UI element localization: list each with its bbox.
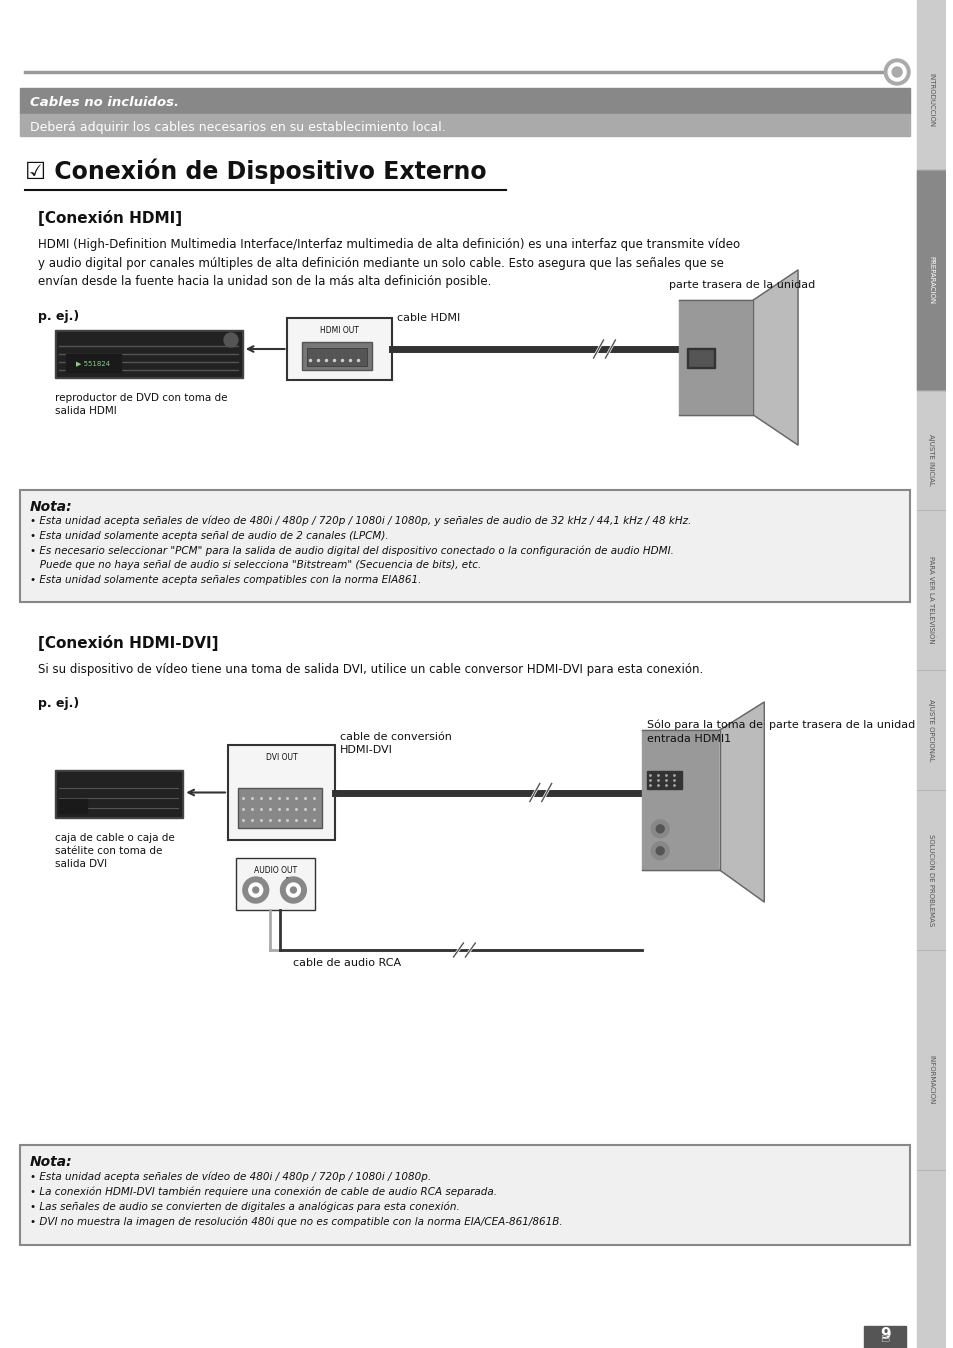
Bar (647, 771, 681, 789)
Bar (863, 1326, 905, 1348)
Text: Cables no incluidos.: Cables no incluidos. (30, 97, 178, 109)
Text: INTRODUCCIÓN: INTRODUCCIÓN (927, 73, 934, 127)
Bar (916, 0, 944, 1348)
Text: Nota:: Nota: (30, 1155, 72, 1169)
Circle shape (883, 59, 909, 85)
Bar (20, 491, 909, 603)
Bar (54, 770, 183, 818)
Text: PREPARACIÓN: PREPARACIÓN (927, 256, 934, 305)
Text: AJUSTE OPCIONAL: AJUSTE OPCIONAL (927, 698, 933, 762)
Circle shape (224, 333, 237, 346)
Circle shape (249, 883, 262, 896)
Text: [Conexión HDMI]: [Conexión HDMI] (37, 210, 182, 226)
Bar (56, 332, 241, 376)
Bar (20, 1144, 909, 1246)
Text: p. ej.): p. ej.) (37, 697, 79, 710)
Text: HDMI OUT: HDMI OUT (320, 326, 358, 336)
Text: cable de audio RCA: cable de audio RCA (293, 958, 400, 968)
Text: p. ej.): p. ej.) (37, 310, 79, 324)
Text: Si su dispositivo de vídeo tiene una toma de salida DVI, utilice un cable conver: Si su dispositivo de vídeo tiene una tom… (37, 663, 702, 675)
Bar (235, 857, 314, 910)
Polygon shape (719, 702, 763, 902)
Bar (916, 170, 944, 390)
Text: ☑ Conexión de Dispositivo Externo: ☑ Conexión de Dispositivo Externo (25, 158, 486, 183)
Circle shape (887, 63, 905, 81)
Text: caja de cable o caja de
satélite con toma de
salida DVI: caja de cable o caja de satélite con tom… (54, 833, 174, 869)
Text: [Conexión HDMI-DVI]: [Conexión HDMI-DVI] (37, 635, 218, 651)
Text: DVI OUT: DVI OUT (266, 754, 297, 762)
Text: • Esta unidad acepta señales de vídeo de 480i / 480p / 720p / 1080i / 1080p.
• L: • Esta unidad acepta señales de vídeo de… (30, 1171, 561, 1227)
Text: reproductor de DVD con toma de
salida HDMI: reproductor de DVD con toma de salida HD… (54, 394, 227, 417)
Text: HDMI (High-Definition Multimedia Interface/Interfaz multimedia de alta definició: HDMI (High-Definition Multimedia Interfa… (37, 239, 739, 288)
Text: Nota:: Nota: (30, 500, 72, 514)
Circle shape (656, 825, 663, 833)
Polygon shape (679, 301, 753, 415)
Text: AUDIO OUT
L         R: AUDIO OUT L R (253, 865, 296, 886)
Circle shape (656, 847, 663, 855)
Circle shape (891, 67, 902, 77)
Text: • Esta unidad acepta señales de vídeo de 480i / 480p / 720p / 1080i / 1080p, y s: • Esta unidad acepta señales de vídeo de… (30, 516, 690, 585)
Text: INFORMACIÓN: INFORMACIÓN (927, 1055, 934, 1105)
Polygon shape (753, 270, 797, 445)
Bar (307, 348, 366, 367)
Text: Deberá adquirir los cables necesarios en su establecimiento local.: Deberá adquirir los cables necesarios en… (30, 120, 445, 133)
Circle shape (243, 878, 269, 903)
Bar (228, 745, 335, 840)
Text: ▶ 551824: ▶ 551824 (76, 360, 111, 367)
Polygon shape (641, 731, 719, 869)
Bar (59, 799, 87, 813)
Text: parte trasera de la unidad: parte trasera de la unidad (668, 280, 815, 290)
Text: AJUSTE INICIAL: AJUSTE INICIAL (927, 434, 933, 485)
Bar (688, 349, 712, 365)
Circle shape (253, 887, 258, 892)
Circle shape (651, 820, 668, 838)
Circle shape (290, 887, 296, 892)
Bar (56, 772, 181, 816)
Text: parte trasera de la unidad: parte trasera de la unidad (768, 720, 915, 731)
Bar (686, 348, 714, 368)
Bar (20, 115, 909, 136)
Text: cable HDMI: cable HDMI (396, 313, 459, 324)
Bar (20, 88, 909, 115)
Text: Sólo para la toma de
entrada HDMI1: Sólo para la toma de entrada HDMI1 (647, 720, 762, 744)
Text: ES: ES (879, 1335, 889, 1344)
Circle shape (286, 883, 300, 896)
Circle shape (651, 841, 668, 860)
Bar (54, 330, 243, 377)
Bar (287, 318, 391, 380)
Bar (302, 342, 372, 369)
Text: cable de conversión
HDMI-DVI: cable de conversión HDMI-DVI (339, 732, 452, 755)
Circle shape (280, 878, 306, 903)
Bar (237, 789, 322, 828)
Bar (67, 355, 121, 372)
Text: SOLUCIÓN DE PROBLEMAS: SOLUCIÓN DE PROBLEMAS (927, 834, 934, 926)
Text: 9: 9 (879, 1326, 889, 1341)
Text: PARA VER LA TELEVISIÓN: PARA VER LA TELEVISIÓN (927, 557, 934, 644)
